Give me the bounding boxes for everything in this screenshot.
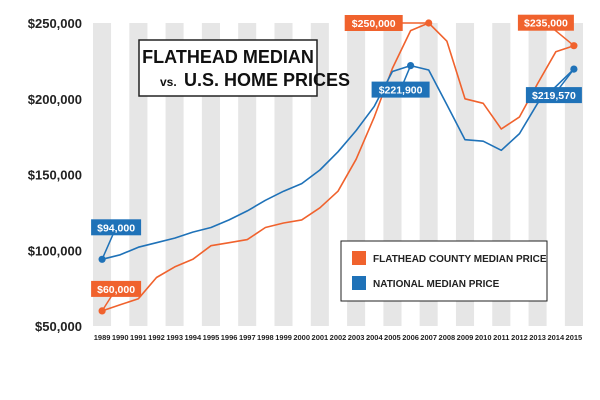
band-1992 [147,23,166,326]
band-1997 [238,23,257,326]
legend-label-flathead: FLATHEAD COUNTY MEDIAN PRICE [373,254,547,265]
title-box [138,39,318,97]
band-2001 [310,23,329,326]
annotation: $219,570 [525,65,582,104]
annotation: $94,000 [91,219,142,263]
annotation: $60,000 [91,280,142,315]
annotation-marker [98,307,106,315]
annotation-marker [407,62,415,70]
annotation-label: $250,000 [352,18,396,30]
y-tick-label: $50,000 [35,319,82,334]
legend-label-national: NATIONAL MEDIAN PRICE [373,279,500,290]
x-tick-label: 2004 [366,333,384,342]
title-line-1: FLATHEAD MEDIAN [142,47,314,67]
x-tick-label: 1992 [148,333,165,342]
annotation-label: $219,570 [532,90,576,102]
x-tick-label: 2003 [348,333,365,342]
x-tick-label: 2012 [511,333,528,342]
band-1993 [165,23,184,326]
title-line-2: U.S. HOME PRICES [184,70,350,90]
y-tick-label: $250,000 [28,16,82,31]
band-1996 [220,23,239,326]
band-1989 [93,23,112,326]
annotation: $235,000 [517,14,578,50]
x-tick-label: 1991 [130,333,147,342]
annotation-label-box [91,219,142,236]
legend: FLATHEAD COUNTY MEDIAN PRICE NATIONAL ME… [340,240,548,302]
legend-swatch-national [352,276,366,290]
x-tick-label: 1996 [221,333,238,342]
x-tick-label: 2008 [439,333,456,342]
x-tick-label: 1999 [275,333,292,342]
annotation-label-box [517,14,574,31]
y-tick-label: $100,000 [28,243,82,258]
x-tick-label: 1993 [166,333,183,342]
x-tick-label: 2010 [475,333,492,342]
annotation-label: $94,000 [97,222,135,234]
x-tick-label: 1997 [239,333,256,342]
annotation-label-box [344,15,403,31]
band-1994 [183,23,202,326]
band-2000 [292,23,311,326]
x-axis: 1989 1990 1991 1992 1993 1994 1995 1996 1997 1998… [94,333,582,342]
x-tick-label: 2009 [457,333,474,342]
annotation-label-box [371,81,430,98]
x-tick-label: 2000 [293,333,310,342]
band-1990 [111,23,130,326]
series-lines [101,22,575,312]
annotation-marker [570,42,578,50]
x-tick-label: 2007 [420,333,437,342]
band-1995 [201,23,221,326]
x-tick-label: 2014 [547,333,565,342]
chart-title: FLATHEAD MEDIAN vs. U.S. HOME PRICES [138,39,350,97]
title-vs: vs. [160,75,177,89]
annotation-label: $221,900 [379,85,423,97]
x-tick-label: 2005 [384,333,401,342]
annotation-label-box [91,280,142,297]
band-1991 [129,23,148,326]
x-tick-label: 2002 [330,333,347,342]
annotation-marker [570,65,578,73]
x-tick-label: 2011 [493,333,509,342]
legend-swatch-flathead [352,251,366,265]
y-tick-label: $200,000 [28,92,82,107]
x-tick-label: 2001 [312,333,329,342]
annotation-marker [425,19,433,27]
band-2014 [546,23,565,326]
legend-box [340,240,548,302]
x-tick-label: 2006 [402,333,419,342]
annotation-label-box [525,87,582,104]
y-tick-label: $150,000 [28,168,82,183]
x-tick-label: 1990 [112,333,129,342]
y-axis: $50,000 $100,000 $150,000 $200,000 $250,000 [28,16,82,334]
x-tick-label: 1994 [184,333,202,342]
band-1998 [256,23,275,326]
x-tick-label: 1995 [203,333,220,342]
series-line-national [101,64,575,261]
annotation: $221,900 [371,62,430,98]
x-tick-label: 2013 [529,333,546,342]
series-line-flathead [101,22,575,312]
x-tick-label: 1998 [257,333,274,342]
annotation: $250,000 [344,15,433,31]
annotation-label: $235,000 [524,18,568,30]
annotation-marker [98,255,106,263]
annotations: $60,000 $94,000 $250,000 $221,900 $235,000 $2… [91,14,582,315]
x-tick-label: 2015 [566,333,583,342]
annotation-label: $60,000 [97,284,135,296]
band-1999 [274,23,293,326]
x-tick-label: 1989 [94,333,111,342]
